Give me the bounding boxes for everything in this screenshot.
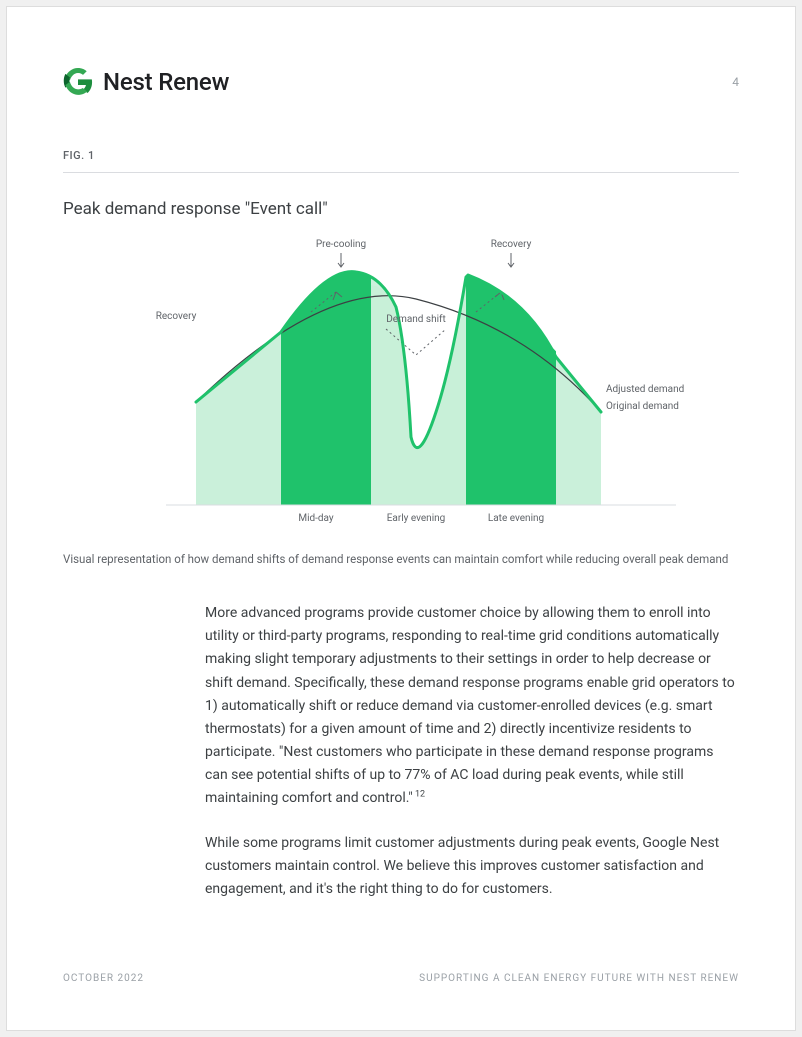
svg-text:Original demand: Original demand	[606, 401, 679, 412]
paragraph-2: While some programs limit customer adjus…	[205, 832, 739, 901]
paragraph-1: More advanced programs provide customer …	[205, 602, 739, 810]
svg-text:Demand shift: Demand shift	[386, 313, 446, 325]
page: Nest Renew 4 FIG. 1 Peak demand response…	[6, 6, 796, 1031]
svg-text:Recovery: Recovery	[491, 239, 532, 250]
footer-title: SUPPORTING A CLEAN ENERGY FUTURE WITH NE…	[419, 973, 739, 984]
svg-text:Pre-cooling: Pre-cooling	[316, 239, 366, 250]
header: Nest Renew 4	[63, 67, 739, 97]
svg-text:Adjusted demand: Adjusted demand	[606, 384, 684, 395]
google-g-icon	[63, 67, 93, 97]
chart-caption: Visual representation of how demand shif…	[63, 551, 739, 568]
footer: OCTOBER 2022 SUPPORTING A CLEAN ENERGY F…	[63, 973, 739, 984]
demand-response-chart: Mid-day Early evening Late evening Pre-cool…	[106, 237, 696, 537]
divider	[63, 172, 739, 173]
chart-container: Mid-day Early evening Late evening Pre-cool…	[63, 237, 739, 537]
chart-title: Peak demand response "Event call"	[63, 199, 739, 219]
brand: Nest Renew	[63, 67, 229, 97]
footnote-ref: 12	[413, 789, 425, 799]
svg-text:Late evening: Late evening	[488, 513, 544, 524]
body-text: More advanced programs provide customer …	[205, 602, 739, 901]
svg-text:Mid-day: Mid-day	[298, 513, 334, 524]
page-number: 4	[732, 75, 739, 89]
footer-date: OCTOBER 2022	[63, 973, 144, 984]
brand-name: Nest Renew	[103, 68, 229, 96]
paragraph-1-text: More advanced programs provide customer …	[205, 605, 735, 806]
svg-text:Recovery: Recovery	[156, 311, 197, 322]
svg-text:Early evening: Early evening	[387, 513, 446, 524]
figure-label: FIG. 1	[63, 149, 739, 162]
